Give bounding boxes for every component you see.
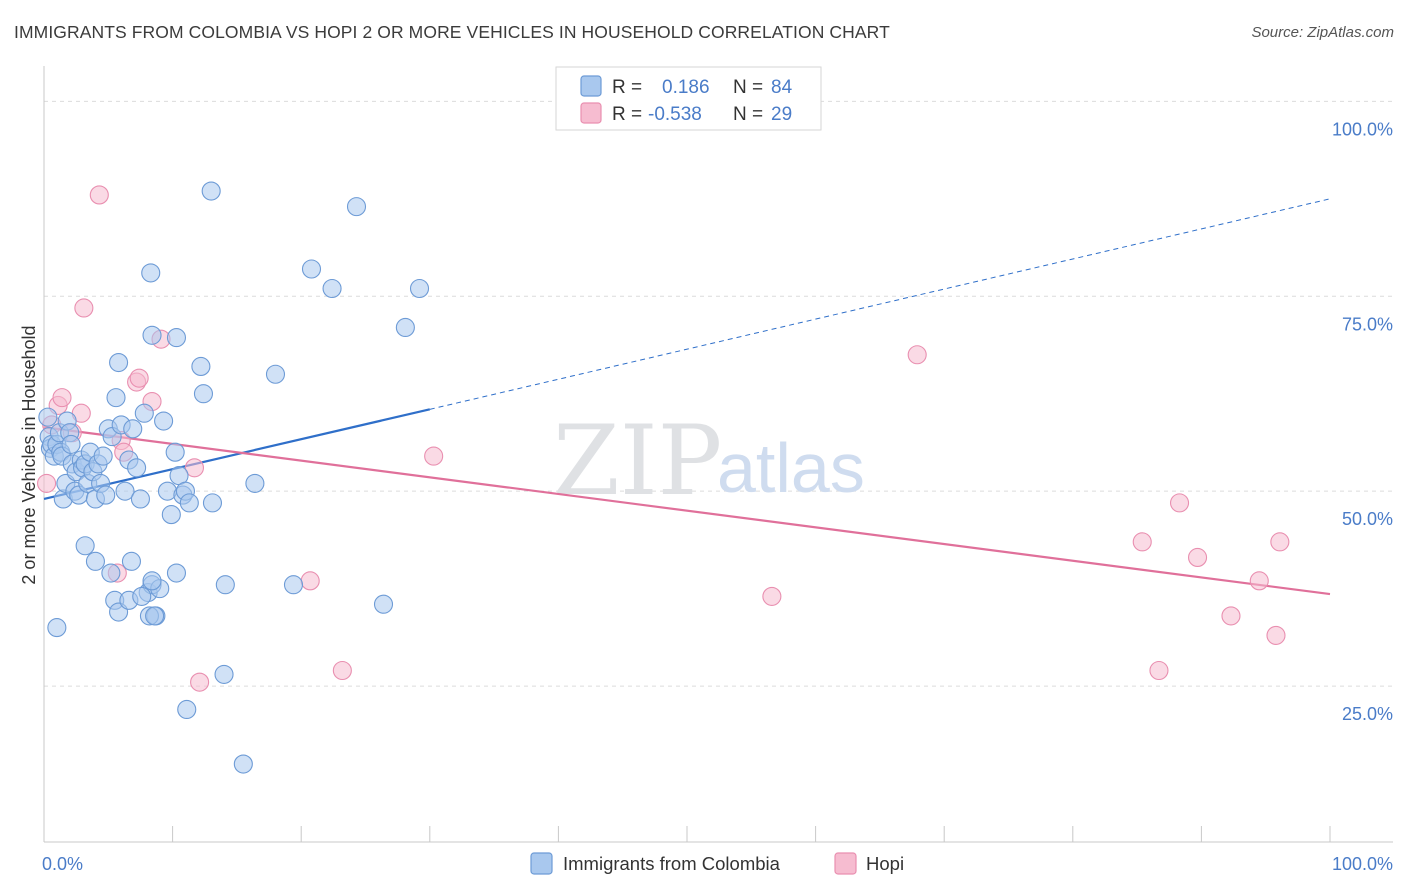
legend-n-label-colombia: N =	[733, 77, 763, 98]
trend-line-hopi	[43, 426, 1331, 596]
legend-swatch-colombia	[580, 75, 602, 97]
point-hopi	[52, 388, 72, 408]
y-tick-label-25: 25.0%	[1342, 704, 1393, 724]
top-legend: R = 0.186 N = 84 R = -0.538 N = 29	[555, 66, 822, 131]
legend-n-value-colombia: 84	[771, 77, 793, 98]
trend-line-colombia-extension	[429, 198, 1331, 410]
y-tick-label-100: 100.0%	[1332, 119, 1393, 139]
point-colombia	[283, 575, 304, 595]
point-hopi	[1221, 606, 1241, 626]
point-hopi	[1169, 493, 1190, 513]
point-colombia	[409, 278, 430, 299]
point-colombia	[161, 505, 181, 525]
legend-swatch-hopi	[580, 102, 602, 124]
bottom-legend-swatch-hopi	[834, 852, 857, 875]
point-colombia	[61, 434, 81, 454]
point-colombia	[265, 364, 286, 384]
legend-r-value-colombia: 0.186	[662, 77, 710, 98]
y-tick-label-50: 50.0%	[1342, 509, 1393, 529]
point-colombia	[395, 317, 415, 338]
point-colombia	[123, 419, 143, 439]
point-colombia	[215, 575, 235, 595]
point-colombia	[214, 664, 234, 684]
point-colombia	[179, 493, 199, 513]
y-tick-label-75: 75.0%	[1342, 314, 1393, 334]
point-colombia	[202, 493, 223, 513]
point-hopi	[129, 368, 149, 388]
point-colombia	[121, 551, 141, 571]
point-hopi	[1132, 532, 1152, 552]
point-colombia	[47, 618, 67, 638]
chart-source: Source: ZipAtlas.com	[1251, 24, 1394, 41]
point-hopi	[1187, 547, 1208, 567]
point-colombia	[165, 442, 185, 462]
point-colombia	[101, 563, 121, 583]
bottom-legend-swatch-colombia	[530, 852, 553, 875]
point-colombia	[96, 485, 116, 505]
point-hopi	[907, 345, 927, 365]
point-colombia	[93, 446, 113, 466]
point-hopi	[184, 458, 205, 478]
point-colombia	[134, 403, 154, 423]
point-colombia	[75, 536, 95, 556]
point-hopi	[1149, 660, 1169, 681]
watermark-atlas: atlas	[717, 429, 865, 507]
point-hopi	[424, 446, 444, 466]
legend-r-label-hopi: R =	[612, 104, 642, 125]
point-colombia	[130, 489, 150, 509]
legend-r-label-colombia: R =	[612, 77, 642, 98]
watermark-zip: ZIP	[553, 405, 722, 517]
point-colombia	[245, 473, 265, 493]
point-colombia	[132, 586, 152, 606]
point-colombia	[154, 411, 174, 431]
bottom-legend-label-hopi: Hopi	[866, 853, 904, 874]
point-colombia	[301, 259, 322, 279]
point-hopi	[332, 660, 352, 681]
point-colombia	[145, 606, 165, 626]
grid-lines	[44, 100, 1393, 687]
point-colombia	[177, 699, 197, 720]
point-hopi	[300, 571, 320, 591]
point-hopi	[37, 473, 57, 493]
point-colombia	[127, 458, 147, 478]
legend-r-value-hopi: -0.538	[648, 104, 702, 125]
legend-n-label-hopi: N =	[733, 104, 763, 125]
point-colombia	[115, 481, 135, 501]
point-hopi	[1266, 625, 1286, 645]
point-colombia	[109, 353, 129, 373]
point-hopi	[89, 185, 109, 205]
x-tick-label-min: 0.0%	[42, 854, 83, 874]
point-hopi	[190, 672, 210, 692]
point-colombia	[346, 197, 367, 217]
point-hopi	[1249, 571, 1269, 591]
point-colombia	[142, 571, 162, 591]
chart-title: IMMIGRANTS FROM COLOMBIA VS HOPI 2 OR MO…	[14, 22, 890, 42]
watermark: ZIP atlas	[553, 405, 865, 517]
point-colombia	[85, 551, 105, 571]
point-colombia	[142, 325, 162, 345]
point-colombia	[166, 328, 187, 348]
point-hopi	[1270, 532, 1290, 552]
point-colombia	[322, 278, 342, 299]
data-points	[37, 181, 1290, 774]
point-colombia	[373, 594, 394, 614]
bottom-legend-label-colombia: Immigrants from Colombia	[563, 853, 781, 874]
point-colombia	[166, 563, 187, 583]
y-axis-label: 2 or more Vehicles in Household	[19, 325, 39, 584]
y-tick-labels: 25.0% 50.0% 75.0% 100.0%	[1332, 119, 1393, 724]
point-hopi	[762, 586, 782, 606]
bottom-legend: Immigrants from Colombia Hopi	[530, 852, 904, 875]
point-colombia	[201, 181, 221, 201]
point-hopi	[74, 298, 94, 318]
point-colombia	[38, 407, 58, 427]
point-colombia	[193, 384, 214, 404]
point-colombia	[141, 263, 161, 283]
legend-n-value-hopi: 29	[771, 104, 792, 125]
x-tick-label-max: 100.0%	[1332, 854, 1393, 874]
point-colombia	[233, 754, 253, 774]
point-colombia	[106, 388, 126, 408]
point-colombia	[191, 356, 211, 376]
